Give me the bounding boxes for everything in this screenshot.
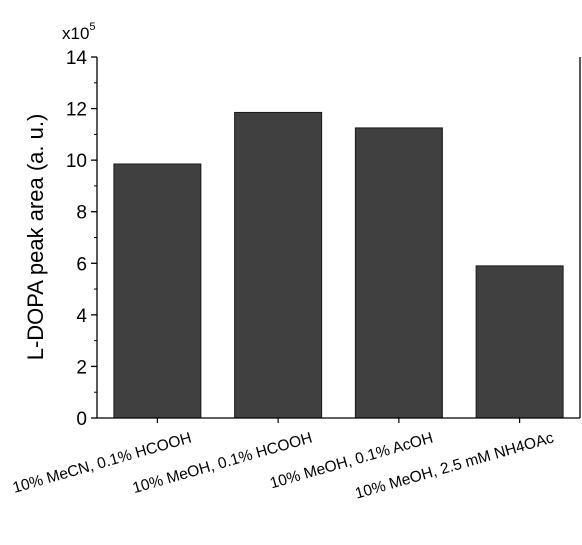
y-multiplier-label: x105 — [62, 21, 96, 43]
x-category-label: 10% MeOH, 2.5 mM NH4OAc — [353, 429, 556, 502]
bar — [475, 265, 564, 419]
y-tick-label: 10 — [66, 151, 87, 172]
y-tick-label: 2 — [76, 357, 87, 378]
y-tick-label: 14 — [66, 48, 88, 69]
bar — [234, 111, 323, 419]
y-tick-label: 0 — [76, 409, 87, 430]
y-multiplier-base: x10 — [62, 24, 89, 43]
bars-group — [113, 111, 564, 419]
bar — [113, 163, 202, 419]
y-axis-title: L-DOPA peak area (a. u.) — [23, 114, 48, 361]
y-tick-label: 8 — [76, 203, 87, 224]
y-multiplier-exponent: 5 — [89, 21, 95, 33]
y-tick-label: 6 — [76, 254, 87, 275]
bar — [354, 127, 443, 419]
y-tick-label: 4 — [76, 306, 87, 327]
y-tick-label: 12 — [66, 100, 87, 121]
y-ticks-group: 0 2 4 6 8 10 12 14 — [66, 48, 97, 430]
